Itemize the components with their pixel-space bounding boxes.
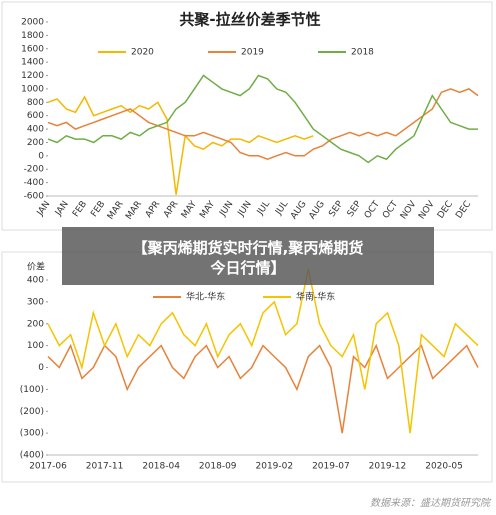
y-tick-label: 800 bbox=[27, 98, 44, 108]
series-line bbox=[47, 88, 479, 161]
y-tick-label: 100 bbox=[27, 341, 44, 351]
legend-label: 2018 bbox=[351, 48, 374, 58]
y-tick-label: 1400 bbox=[21, 58, 44, 68]
y-tick-label: 600 bbox=[27, 111, 44, 121]
legend-label: 华北-华东 bbox=[186, 291, 225, 303]
banner-line: 今日行情】 bbox=[209, 259, 285, 277]
source: 数据来源：盛达期货研究院 bbox=[370, 497, 492, 509]
banner-bg bbox=[62, 227, 434, 285]
series-line bbox=[47, 343, 479, 434]
x-tick-label: 2019-12 bbox=[369, 462, 407, 472]
y-tick-label: 400 bbox=[27, 276, 44, 286]
y-tick-label: 0 bbox=[38, 151, 44, 161]
y-tick-label: 300 bbox=[27, 297, 44, 307]
y-tick-label: -400 bbox=[24, 178, 45, 188]
y-tick-label: 0 bbox=[38, 363, 44, 373]
series-line bbox=[47, 268, 479, 434]
y-tick-label: 1000 bbox=[21, 84, 44, 94]
x-tick-label: 2018-04 bbox=[142, 462, 180, 472]
panel bbox=[1, 251, 493, 483]
y-tick-label: 1600 bbox=[21, 44, 44, 54]
y-tick-label: 200 bbox=[27, 319, 44, 329]
x-tick-label: 2019-02 bbox=[256, 462, 294, 472]
series-line bbox=[47, 95, 314, 195]
y-tick-label: (200) bbox=[20, 407, 44, 417]
y-tick-label: (100) bbox=[20, 385, 44, 395]
banner-text: 【聚丙烯期货实时行情,聚丙烯期货今日行情】 bbox=[133, 239, 364, 277]
y-tick-label: -200 bbox=[24, 165, 45, 175]
y-tick-label: 1800 bbox=[21, 31, 44, 41]
x-tick-label: 2019-07 bbox=[312, 462, 350, 472]
panel bbox=[1, 1, 493, 231]
legend-label: 2019 bbox=[241, 48, 264, 58]
axis-title: 价差 bbox=[27, 261, 45, 273]
series-line bbox=[47, 74, 478, 164]
x-tick-label: 2018-09 bbox=[199, 462, 237, 472]
legend-label: 2020 bbox=[131, 48, 154, 58]
chart-title: 共聚-拉丝价差季节性 bbox=[179, 11, 320, 29]
legend-label: 华南-华东 bbox=[296, 291, 335, 303]
x-tick-label: 2017-11 bbox=[86, 462, 124, 472]
y-tick-label: -600 bbox=[24, 192, 45, 202]
y-tick-label: 2000 bbox=[21, 18, 44, 28]
y-tick-label: 1200 bbox=[21, 71, 44, 81]
x-tick-label: 2017-06 bbox=[29, 462, 67, 472]
y-tick-label: 200 bbox=[27, 138, 44, 148]
y-tick-label: (400) bbox=[20, 451, 44, 461]
y-tick-label: 400 bbox=[27, 125, 44, 135]
x-tick-label: 2020-05 bbox=[425, 462, 463, 472]
y-tick-label: (300) bbox=[20, 429, 44, 439]
banner-line: 【聚丙烯期货实时行情,聚丙烯期货 bbox=[133, 239, 364, 257]
